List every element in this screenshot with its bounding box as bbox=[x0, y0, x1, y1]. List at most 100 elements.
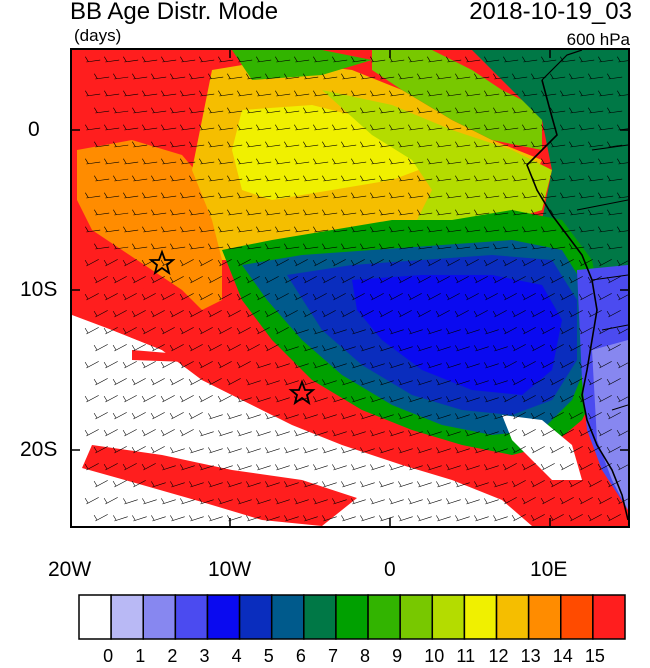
wind-barb bbox=[484, 430, 499, 437]
wind-barb bbox=[465, 56, 481, 63]
wind-barb bbox=[389, 192, 405, 199]
wind-barb bbox=[549, 344, 564, 352]
wind-barb bbox=[189, 107, 205, 114]
wind-barb bbox=[294, 192, 310, 199]
wind-barb bbox=[370, 90, 386, 97]
wind-barb bbox=[588, 175, 604, 182]
wind-barb bbox=[587, 378, 602, 386]
wind-barb bbox=[408, 328, 423, 335]
wind-barb bbox=[141, 361, 156, 369]
wind-barb bbox=[587, 276, 602, 284]
wind-barb bbox=[379, 73, 395, 80]
wind-barb bbox=[455, 447, 470, 454]
wind-barb bbox=[473, 276, 488, 284]
wind-barb bbox=[284, 175, 300, 182]
wind-barb bbox=[246, 413, 261, 420]
wind-barb bbox=[332, 498, 347, 505]
colorbar-label: 4 bbox=[231, 646, 242, 666]
wind-barb bbox=[104, 90, 120, 97]
wind-barb bbox=[188, 310, 203, 318]
wind-barb bbox=[265, 175, 281, 182]
wind-barb bbox=[435, 310, 450, 318]
wind-barb bbox=[284, 515, 299, 522]
wind-barb bbox=[587, 310, 602, 318]
map-canvas bbox=[72, 50, 628, 526]
wind-barb bbox=[198, 327, 213, 335]
wind-barb bbox=[207, 344, 222, 352]
colorbar-label: 5 bbox=[263, 646, 274, 666]
wind-barb bbox=[493, 447, 508, 454]
colorbar-label: 6 bbox=[295, 646, 306, 666]
wind-barb bbox=[360, 413, 375, 420]
wind-barb bbox=[199, 192, 215, 199]
wind-barb bbox=[427, 362, 442, 369]
wind-barb bbox=[522, 124, 538, 131]
wind-barb bbox=[313, 430, 328, 437]
shade-white-coastal bbox=[502, 415, 582, 480]
wind-barb bbox=[341, 209, 357, 216]
wind-barb bbox=[113, 107, 129, 114]
wind-barb bbox=[208, 209, 224, 216]
wind-barb bbox=[417, 243, 433, 250]
colorbar-box bbox=[110, 594, 144, 640]
wind-barb bbox=[578, 259, 593, 267]
wind-barb bbox=[598, 158, 614, 165]
wind-barb bbox=[351, 192, 367, 199]
wind-barb bbox=[142, 226, 158, 233]
wind-barb bbox=[265, 379, 280, 386]
wind-barb bbox=[180, 498, 195, 505]
wind-barb bbox=[455, 107, 471, 114]
wind-barb bbox=[132, 141, 148, 148]
wind-barb bbox=[265, 413, 280, 420]
wind-barb bbox=[398, 413, 413, 420]
wind-barb bbox=[455, 175, 471, 182]
wind-barb bbox=[256, 396, 271, 403]
wind-barb bbox=[427, 226, 443, 233]
wind-barb bbox=[313, 90, 329, 97]
wind-barb bbox=[131, 480, 146, 488]
wind-barb bbox=[436, 175, 452, 182]
wind-barb bbox=[351, 464, 366, 471]
wind-barb bbox=[398, 209, 414, 216]
wind-barb bbox=[398, 379, 413, 386]
wind-barb bbox=[455, 141, 471, 148]
wind-barb bbox=[408, 464, 423, 471]
wind-barb bbox=[274, 293, 289, 301]
wind-barb bbox=[321, 310, 336, 318]
wind-barb bbox=[578, 361, 593, 369]
wind-barb bbox=[237, 464, 252, 471]
wind-barb bbox=[417, 379, 432, 386]
wind-barb bbox=[360, 447, 375, 454]
wind-barb bbox=[227, 413, 242, 420]
wind-barb bbox=[465, 192, 481, 199]
wind-barb bbox=[531, 243, 547, 250]
wind-barb bbox=[597, 293, 612, 301]
wind-barb bbox=[161, 498, 176, 505]
wind-barb bbox=[84, 463, 99, 471]
wind-barb bbox=[360, 107, 376, 114]
wind-barb bbox=[417, 209, 433, 216]
wind-barb bbox=[617, 90, 628, 97]
wind-barb bbox=[313, 498, 328, 505]
wind-barb bbox=[446, 192, 462, 199]
wind-barb bbox=[170, 243, 186, 250]
wind-barb bbox=[294, 124, 310, 131]
wind-barb bbox=[150, 344, 165, 352]
wind-barb bbox=[189, 481, 204, 488]
wind-barb bbox=[246, 141, 262, 148]
wind-barb bbox=[131, 378, 146, 386]
colorbar-box bbox=[495, 594, 530, 640]
wind-barb bbox=[161, 56, 177, 63]
wind-barb bbox=[189, 209, 205, 216]
wind-barb bbox=[207, 310, 222, 318]
wind-barb bbox=[511, 276, 526, 284]
wind-barb bbox=[341, 413, 356, 420]
wind-barb bbox=[512, 175, 528, 182]
wind-barb bbox=[132, 107, 148, 114]
wind-barb bbox=[218, 124, 234, 131]
wind-barb bbox=[540, 463, 555, 471]
wind-barb bbox=[559, 327, 574, 335]
wind-barb bbox=[275, 124, 291, 131]
wind-barb bbox=[141, 327, 156, 335]
wind-barb bbox=[123, 124, 139, 131]
